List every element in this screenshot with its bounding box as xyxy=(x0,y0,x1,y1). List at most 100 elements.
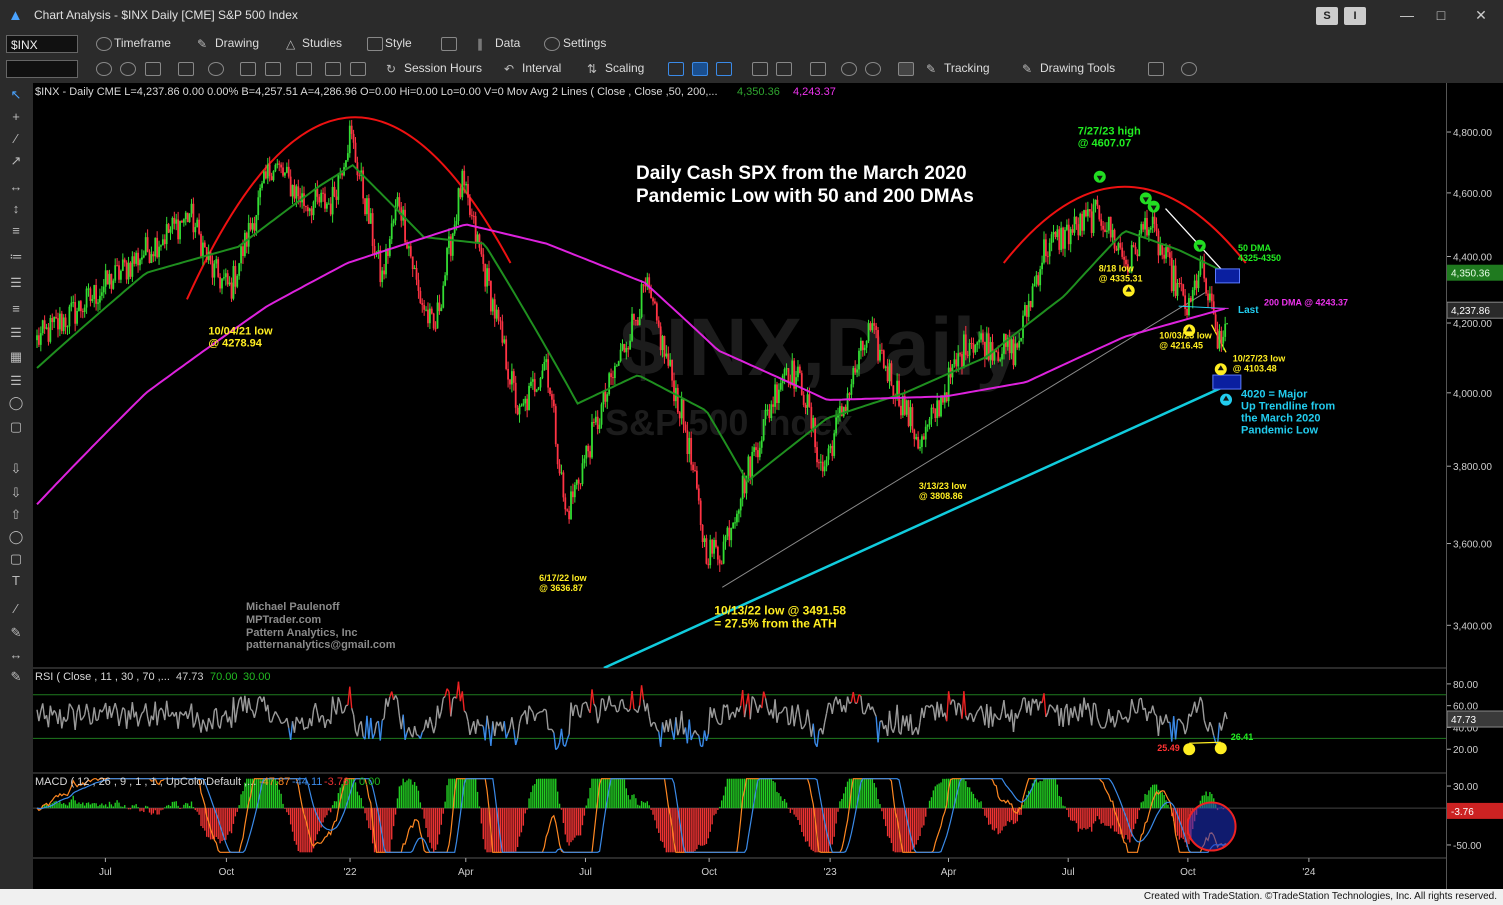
price-bar-down xyxy=(203,242,206,248)
channel-tool-icon[interactable]: ≡ xyxy=(12,223,20,238)
drawing-tools-menu[interactable]: Drawing Tools xyxy=(1040,61,1116,75)
compress-icon[interactable] xyxy=(752,62,768,76)
crosshair-tool-icon[interactable]: + xyxy=(12,109,20,124)
price-bar-up xyxy=(734,522,736,524)
price-bar-up xyxy=(150,254,153,263)
annotation-10-line: 4325-4350 xyxy=(1238,253,1281,263)
trendline-tool-icon[interactable]: ∕ xyxy=(14,131,18,146)
zoom-in-icon[interactable] xyxy=(841,62,857,76)
price-bar-up xyxy=(62,317,65,332)
eraser-tool-icon[interactable]: ✎ xyxy=(10,625,22,640)
price-bar-up xyxy=(1218,330,1221,349)
arrow-up-tool-icon[interactable]: ⇧ xyxy=(10,507,22,522)
chat-icon[interactable] xyxy=(1181,62,1197,76)
price-bar-down xyxy=(1046,256,1049,258)
timeframe-menu[interactable]: Timeframe xyxy=(114,36,171,50)
settings-menu[interactable]: Settings xyxy=(563,36,607,50)
rsi-segment xyxy=(230,697,235,728)
chart-plot-area[interactable]: $INX,Daily S&P 500 Index 1/04/22 New ATH… xyxy=(33,83,1446,889)
close-icon[interactable]: ✕ xyxy=(1475,7,1487,23)
zoom-out-icon[interactable] xyxy=(865,62,881,76)
rsi-segment xyxy=(719,723,722,726)
ray-tool-icon[interactable]: ↗ xyxy=(10,153,22,168)
rsi-segment xyxy=(125,710,130,729)
zoom-box-icon[interactable] xyxy=(178,62,194,76)
session-hours-menu[interactable]: Session Hours xyxy=(404,61,483,75)
gann-tool-icon[interactable]: ≡ xyxy=(12,301,20,316)
price-bar-down xyxy=(686,430,689,454)
rsi-segment xyxy=(179,711,183,715)
settings-tool-icon[interactable]: ✎ xyxy=(10,669,22,684)
fibonacci-tool-icon[interactable]: ☰ xyxy=(10,275,22,290)
symbol-input[interactable]: $INX xyxy=(6,35,78,53)
price-bar-up xyxy=(974,344,977,353)
refresh-icon[interactable] xyxy=(96,62,112,76)
clock-icon[interactable] xyxy=(208,62,224,76)
scaling-menu[interactable]: Scaling xyxy=(605,61,645,75)
ellipse-tool-icon[interactable]: ◯ xyxy=(8,529,24,544)
regression-tool-icon[interactable]: ☰ xyxy=(10,373,22,388)
style-menu[interactable]: Style xyxy=(385,36,412,50)
pointer-tool-icon[interactable]: ↖ xyxy=(10,87,22,102)
split-icon[interactable] xyxy=(325,62,341,76)
price-bar-down xyxy=(1077,224,1080,236)
price-axis[interactable]: 4,800.00 4,600.00 4,400.00 4,200.00 4,000.00… xyxy=(1446,83,1503,889)
capture-icon[interactable] xyxy=(296,62,312,76)
grid-tool-icon[interactable]: ▦ xyxy=(9,349,23,364)
price-bar-up xyxy=(1106,230,1108,232)
price-bar-down xyxy=(324,193,326,209)
arrow-down-tool-icon[interactable]: ⇩ xyxy=(10,461,22,476)
arrow-down-alt-tool-icon[interactable]: ⇩ xyxy=(10,485,22,500)
i-button[interactable]: I xyxy=(1344,7,1366,25)
highlighter-tool-icon[interactable]: ∕ xyxy=(14,601,18,616)
rsi-segment xyxy=(156,710,160,726)
annotation-8-line: 10/27/23 low xyxy=(1233,353,1287,363)
rsi-segment xyxy=(844,696,849,713)
price-bar-down xyxy=(482,254,485,264)
price-bar-up xyxy=(83,307,86,313)
s-button[interactable]: S xyxy=(1316,7,1338,25)
workspace-select[interactable] xyxy=(6,60,78,78)
gap-tool-icon[interactable]: ▢ xyxy=(9,419,23,434)
text-tool-icon[interactable]: T xyxy=(12,573,20,588)
vertical-line-tool-icon[interactable]: ↕ xyxy=(12,201,20,216)
rsi-segment xyxy=(89,722,93,725)
studies-menu[interactable]: Studies xyxy=(302,36,343,50)
maximize-icon[interactable]: □ xyxy=(1436,7,1446,23)
erase-icon[interactable] xyxy=(810,62,826,76)
horizontal-line-tool-icon[interactable]: ↔ xyxy=(9,179,23,194)
tracking-menu[interactable]: Tracking xyxy=(944,61,990,75)
frame-icon[interactable] xyxy=(240,62,256,76)
layout-icon[interactable] xyxy=(441,37,457,51)
price-bar-up xyxy=(238,263,241,276)
data-menu[interactable]: Data xyxy=(495,36,521,50)
grid-icon[interactable] xyxy=(350,62,366,76)
magnet-tool-icon[interactable]: ↔ xyxy=(9,647,23,662)
spacing-icon[interactable] xyxy=(776,62,792,76)
candle-icon[interactable] xyxy=(692,62,708,76)
bar-spacing-icon[interactable] xyxy=(668,62,684,76)
image-icon[interactable] xyxy=(265,62,281,76)
price-axis-label: 4,200.00 xyxy=(1453,319,1492,330)
macd-diff-tag xyxy=(1447,802,1503,819)
price-bar-down xyxy=(627,347,630,350)
drawing-menu[interactable]: Drawing xyxy=(215,36,260,50)
price-bar-down xyxy=(516,407,519,415)
rsi-segment xyxy=(122,707,126,710)
price-bar-down xyxy=(226,273,229,285)
rectangle-tool-icon[interactable]: ▢ xyxy=(9,551,23,566)
minimize-icon[interactable]: — xyxy=(1400,7,1414,23)
rsi-segment xyxy=(823,713,828,723)
cycle-tool-icon[interactable]: ◯ xyxy=(8,395,24,410)
window-icon[interactable] xyxy=(145,62,161,76)
interval-menu[interactable]: Interval xyxy=(522,61,562,75)
price-bar-down xyxy=(552,399,555,407)
expand-icon[interactable] xyxy=(716,62,732,76)
link-icon[interactable] xyxy=(120,62,136,76)
new-window-icon[interactable] xyxy=(1148,62,1164,76)
grid-toggle-icon[interactable] xyxy=(898,62,914,76)
rsi-divergence-line xyxy=(1189,741,1221,744)
andrews-pitchfork-icon[interactable]: ☰ xyxy=(10,325,22,340)
speed-lines-tool-icon[interactable]: ≔ xyxy=(9,249,23,264)
price-bar-up xyxy=(1140,224,1143,234)
